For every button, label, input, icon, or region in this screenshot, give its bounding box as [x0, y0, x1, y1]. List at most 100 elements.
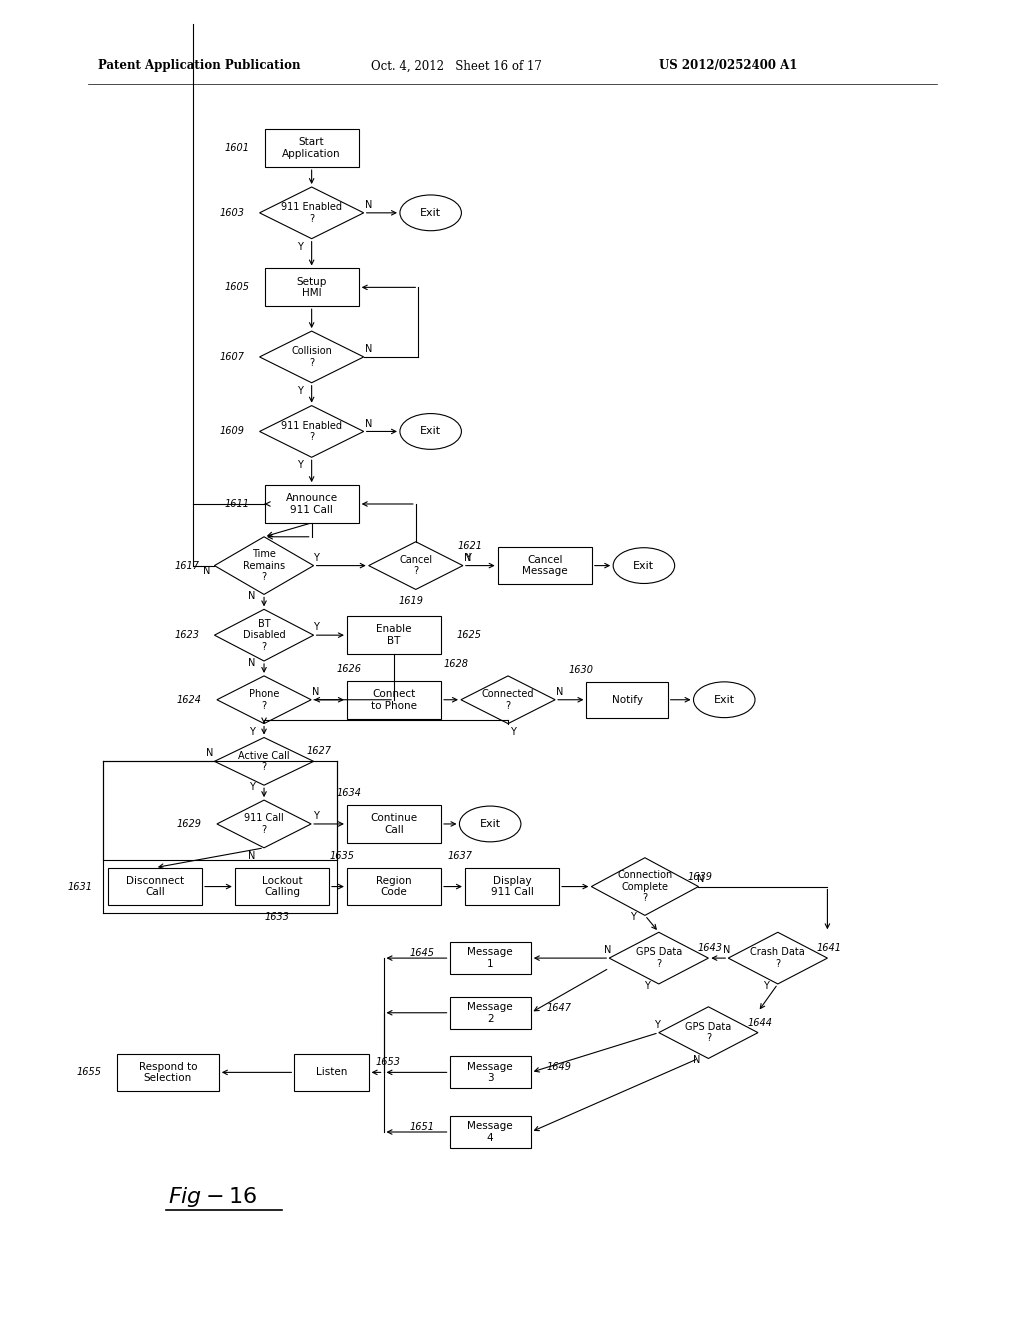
Text: Crash Data
?: Crash Data ?	[751, 948, 805, 969]
Ellipse shape	[400, 195, 462, 231]
Polygon shape	[461, 676, 555, 723]
Text: N: N	[312, 686, 319, 697]
Text: N: N	[249, 657, 256, 668]
Text: Y: Y	[297, 385, 303, 396]
FancyBboxPatch shape	[450, 997, 530, 1028]
Text: Y: Y	[312, 553, 318, 562]
FancyBboxPatch shape	[294, 1053, 369, 1092]
Text: 1634: 1634	[336, 788, 361, 799]
Text: 1639: 1639	[688, 871, 713, 882]
FancyBboxPatch shape	[264, 129, 358, 168]
FancyBboxPatch shape	[587, 682, 668, 718]
Text: GPS Data
?: GPS Data ?	[636, 948, 682, 969]
Text: Phone
?: Phone ?	[249, 689, 280, 710]
Text: N: N	[249, 851, 256, 861]
FancyBboxPatch shape	[347, 681, 441, 718]
Text: Y: Y	[249, 783, 255, 792]
Text: 1653: 1653	[376, 1057, 401, 1068]
Text: N: N	[365, 199, 373, 210]
Text: Y: Y	[297, 461, 303, 470]
Polygon shape	[259, 187, 364, 239]
Text: 1645: 1645	[410, 948, 434, 958]
Text: Y: Y	[654, 1019, 659, 1030]
Polygon shape	[259, 405, 364, 457]
Text: Active Call
?: Active Call ?	[239, 751, 290, 772]
Text: 1655: 1655	[77, 1068, 101, 1077]
Text: Region
Code: Region Code	[376, 875, 412, 898]
Text: Cancel
?: Cancel ?	[399, 554, 432, 577]
FancyBboxPatch shape	[347, 805, 441, 843]
Text: 1611: 1611	[224, 499, 249, 510]
Polygon shape	[658, 1007, 758, 1059]
Text: 911 Enabled
?: 911 Enabled ?	[282, 421, 342, 442]
Text: 1626: 1626	[336, 664, 361, 675]
Text: GPS Data
?: GPS Data ?	[685, 1022, 731, 1043]
Polygon shape	[259, 331, 364, 383]
Text: N: N	[365, 345, 373, 354]
FancyBboxPatch shape	[347, 867, 441, 906]
Text: Message
4: Message 4	[467, 1121, 513, 1143]
Text: N: N	[603, 945, 611, 956]
Text: 1624: 1624	[177, 694, 202, 705]
Text: 1623: 1623	[174, 630, 200, 640]
Text: N: N	[696, 874, 705, 883]
Ellipse shape	[693, 682, 755, 718]
FancyBboxPatch shape	[264, 268, 358, 306]
Text: Y: Y	[297, 242, 303, 252]
Polygon shape	[214, 537, 313, 594]
FancyBboxPatch shape	[108, 867, 202, 906]
Polygon shape	[369, 541, 463, 590]
Text: 1641: 1641	[817, 944, 842, 953]
Text: 1619: 1619	[398, 597, 423, 606]
Text: Y: Y	[644, 981, 650, 991]
Text: 1644: 1644	[748, 1018, 772, 1028]
Ellipse shape	[613, 548, 675, 583]
Text: 911 Enabled
?: 911 Enabled ?	[282, 202, 342, 223]
Text: Message
2: Message 2	[467, 1002, 513, 1023]
Text: Continue
Call: Continue Call	[371, 813, 418, 834]
Polygon shape	[214, 610, 313, 661]
Text: 1631: 1631	[68, 882, 92, 891]
Text: Lockout
Calling: Lockout Calling	[261, 875, 302, 898]
Text: 1637: 1637	[447, 851, 472, 861]
Text: Y: Y	[763, 981, 769, 991]
FancyBboxPatch shape	[117, 1053, 219, 1092]
Text: N: N	[693, 1056, 700, 1065]
Text: Setup
HMI: Setup HMI	[297, 277, 327, 298]
Polygon shape	[217, 676, 311, 723]
Ellipse shape	[460, 807, 521, 842]
FancyBboxPatch shape	[450, 1056, 530, 1088]
Text: Message
3: Message 3	[467, 1061, 513, 1084]
Text: 1629: 1629	[177, 818, 202, 829]
Text: Exit: Exit	[479, 818, 501, 829]
Text: BT
Disabled
?: BT Disabled ?	[243, 619, 286, 652]
Text: Connected
?: Connected ?	[481, 689, 535, 710]
Polygon shape	[591, 858, 698, 915]
Text: 1603: 1603	[219, 207, 245, 218]
FancyBboxPatch shape	[498, 546, 592, 585]
Text: Y: Y	[249, 726, 255, 737]
Text: Connection
Complete
?: Connection Complete ?	[617, 870, 673, 903]
Text: Y: Y	[465, 553, 471, 562]
FancyBboxPatch shape	[450, 942, 530, 974]
Text: Exit: Exit	[634, 561, 654, 570]
Text: Cancel
Message: Cancel Message	[522, 554, 567, 577]
Text: 1630: 1630	[569, 665, 594, 675]
Text: Y: Y	[313, 810, 319, 821]
Text: N: N	[556, 686, 564, 697]
FancyBboxPatch shape	[264, 486, 358, 523]
Text: Connect
to Phone: Connect to Phone	[371, 689, 417, 710]
Text: 1605: 1605	[224, 282, 249, 292]
Text: 1628: 1628	[443, 659, 468, 669]
Text: Y: Y	[510, 726, 516, 737]
FancyBboxPatch shape	[465, 867, 559, 906]
Text: Announce
911 Call: Announce 911 Call	[286, 494, 338, 515]
Text: US 2012/0252400 A1: US 2012/0252400 A1	[658, 59, 797, 73]
Text: Exit: Exit	[714, 694, 735, 705]
Text: Notify: Notify	[611, 694, 642, 705]
Text: 1617: 1617	[174, 561, 200, 570]
Text: Display
911 Call: Display 911 Call	[490, 875, 534, 898]
Text: Patent Application Publication: Patent Application Publication	[98, 59, 301, 73]
Text: Time
Remains
?: Time Remains ?	[243, 549, 285, 582]
Text: Start
Application: Start Application	[283, 137, 341, 158]
